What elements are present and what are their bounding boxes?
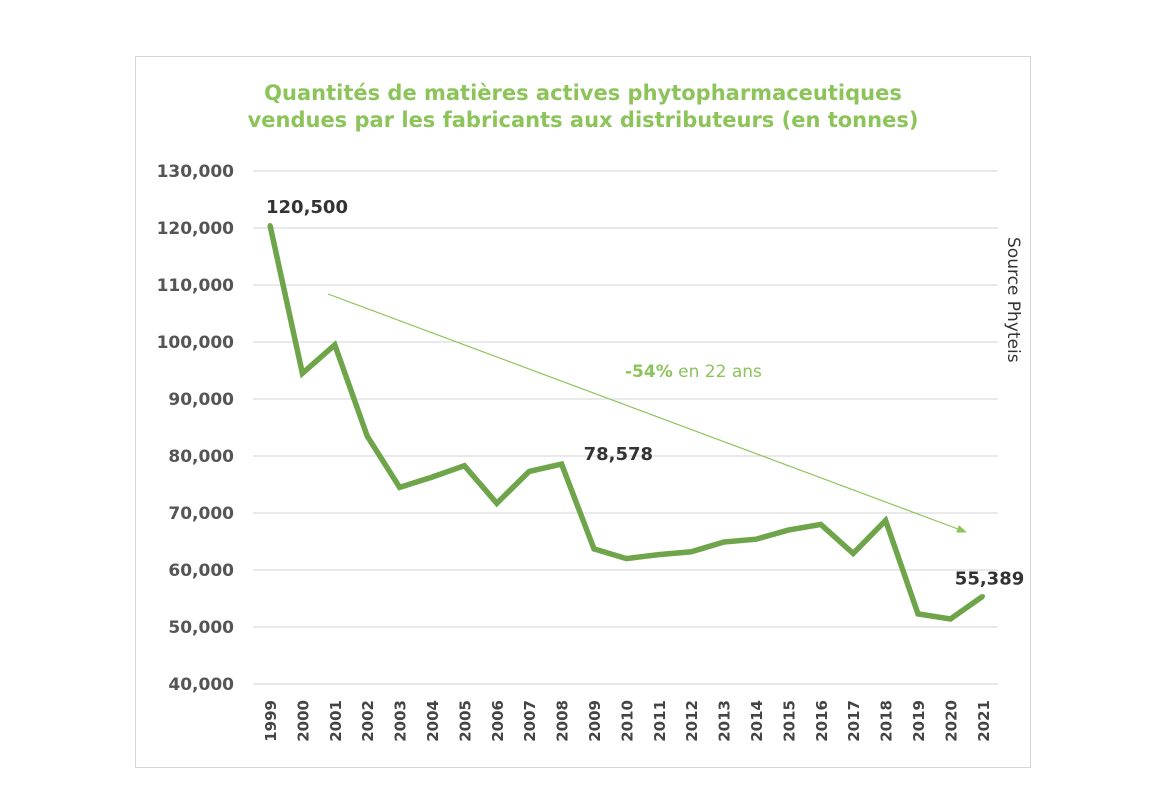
data-point [332,342,337,348]
x-tick-label: 2000 [294,700,312,742]
data-point [591,546,597,552]
x-tick-label: 2008 [554,700,572,742]
x-tick-label: 2010 [618,700,636,742]
data-point [915,611,921,617]
source-note: Source Phyteis [1003,237,1023,363]
x-tick-label: 2006 [489,700,507,742]
y-tick-label: 70,000 [168,504,234,524]
y-tick-label: 50,000 [168,618,234,638]
x-tick-label: 2005 [456,700,474,742]
data-point [462,463,467,468]
data-label: 120,500 [266,197,348,218]
trend-annotation: -54% en 22 ans [625,362,762,382]
data-point [980,594,985,599]
x-tick-label: 2009 [586,700,604,742]
grid [253,170,998,685]
data-point [883,518,888,523]
y-tick-label: 110,000 [157,276,235,296]
chart-frame [135,56,1031,768]
y-tick-label: 40,000 [168,675,234,695]
data-point [300,371,305,376]
data-point [559,461,564,467]
y-tick-label: 130,000 [157,162,235,182]
data-label: 78,578 [584,444,653,465]
y-tick-label: 80,000 [168,447,234,467]
x-tick-label: 2003 [392,700,410,742]
data-point [397,485,402,490]
data-point [494,501,499,506]
series-group [267,222,985,622]
data-point [948,616,953,622]
chart-title-line-2: vendues par les fabricants aux distribut… [247,108,919,132]
data-point [624,556,629,561]
trend-arrow [327,293,967,533]
trend-annotation-percent: -54% [625,362,673,382]
x-tick-label: 2020 [942,700,960,742]
x-tick-label: 2017 [845,700,863,742]
x-tick-label: 2015 [780,700,798,742]
data-point [656,552,661,557]
x-tick-label: 2016 [813,700,831,742]
data-point [689,549,694,554]
data-point [818,522,823,527]
x-tick-label: 2014 [748,700,766,742]
x-tick-label: 2001 [327,700,345,742]
x-tick-label: 2012 [683,700,701,742]
data-point [429,474,435,480]
chart-title-line-1: Quantités de matières actives phytopharm… [264,81,902,105]
x-tick-label: 2013 [716,700,734,742]
data-point [786,527,791,533]
y-tick-label: 100,000 [157,333,235,353]
x-tick-label: 1999 [262,700,280,742]
trend-annotation-text: en 22 ans [673,362,762,382]
data-point [721,539,726,545]
x-tick-label: 2019 [910,700,928,742]
y-axis: 40,000 50,000 60,000 70,000 80,000 90,000 100,… [157,162,235,695]
x-tick-label: 2011 [651,700,669,742]
data-point [753,537,759,542]
x-tick-label: 2004 [424,700,442,742]
y-tick-label: 60,000 [168,561,234,581]
x-tick-label: 2002 [359,700,377,742]
x-tick-label: 2007 [521,700,539,742]
data-labels: 120,500 78,578 55,389 [266,197,1024,589]
y-tick-label: 90,000 [168,390,234,410]
chart-title: Quantités de matières actives phytopharm… [135,80,1031,134]
x-tick-label: 2021 [975,700,993,742]
data-label: 55,389 [955,568,1024,589]
data-point [365,433,370,439]
data-point [527,469,532,474]
data-point [851,551,856,556]
x-tick-label: 2018 [878,700,896,742]
y-tick-label: 120,000 [157,219,235,239]
x-axis: 1999 2000 2001 2002 2003 2004 2005 2006 2007 2008… [262,700,993,742]
data-point [267,222,273,228]
